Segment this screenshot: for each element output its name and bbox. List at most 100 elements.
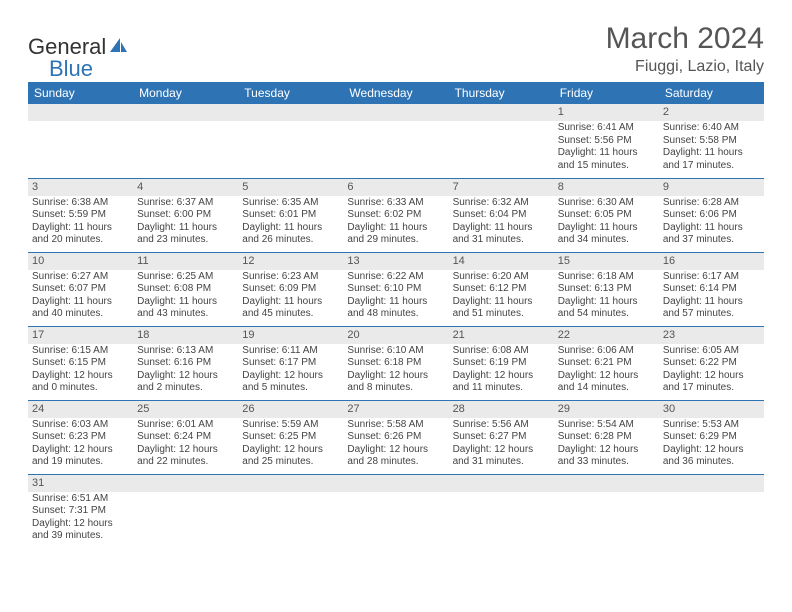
day-number: 13 bbox=[343, 253, 448, 270]
calendar-table: SundayMondayTuesdayWednesdayThursdayFrid… bbox=[28, 82, 764, 548]
daylight-line: Daylight: 11 hours and 57 minutes. bbox=[663, 296, 760, 321]
sunset-line: Sunset: 6:26 PM bbox=[347, 431, 444, 444]
daylight-line: Daylight: 11 hours and 43 minutes. bbox=[137, 296, 234, 321]
day-number-empty bbox=[449, 475, 554, 492]
sunrise-line: Sunrise: 6:06 AM bbox=[558, 345, 655, 358]
daylight-line: Daylight: 12 hours and 39 minutes. bbox=[32, 518, 129, 543]
sunrise-line: Sunrise: 5:53 AM bbox=[663, 419, 760, 432]
sunrise-line: Sunrise: 6:38 AM bbox=[32, 197, 129, 210]
daylight-line: Daylight: 11 hours and 40 minutes. bbox=[32, 296, 129, 321]
calendar-cell bbox=[659, 474, 764, 548]
calendar-cell bbox=[238, 104, 343, 178]
day-details: Sunrise: 5:56 AMSunset: 6:27 PMDaylight:… bbox=[449, 418, 554, 471]
sunset-line: Sunset: 6:28 PM bbox=[558, 431, 655, 444]
daylight-line: Daylight: 12 hours and 22 minutes. bbox=[137, 444, 234, 469]
calendar-cell bbox=[28, 104, 133, 178]
day-number: 21 bbox=[449, 327, 554, 344]
day-number-empty bbox=[449, 104, 554, 121]
day-number: 3 bbox=[28, 179, 133, 196]
sunrise-line: Sunrise: 6:41 AM bbox=[558, 122, 655, 135]
daylight-line: Daylight: 12 hours and 5 minutes. bbox=[242, 370, 339, 395]
daylight-line: Daylight: 12 hours and 14 minutes. bbox=[558, 370, 655, 395]
daylight-line: Daylight: 11 hours and 45 minutes. bbox=[242, 296, 339, 321]
calendar-cell: 11Sunrise: 6:25 AMSunset: 6:08 PMDayligh… bbox=[133, 252, 238, 326]
day-number: 12 bbox=[238, 253, 343, 270]
calendar-cell bbox=[133, 474, 238, 548]
day-details: Sunrise: 6:05 AMSunset: 6:22 PMDaylight:… bbox=[659, 344, 764, 397]
day-number-empty bbox=[133, 104, 238, 121]
calendar-cell: 26Sunrise: 5:59 AMSunset: 6:25 PMDayligh… bbox=[238, 400, 343, 474]
day-details: Sunrise: 6:27 AMSunset: 6:07 PMDaylight:… bbox=[28, 270, 133, 323]
calendar-cell: 24Sunrise: 6:03 AMSunset: 6:23 PMDayligh… bbox=[28, 400, 133, 474]
calendar-cell: 17Sunrise: 6:15 AMSunset: 6:15 PMDayligh… bbox=[28, 326, 133, 400]
sunset-line: Sunset: 6:29 PM bbox=[663, 431, 760, 444]
calendar-cell bbox=[449, 474, 554, 548]
day-details: Sunrise: 6:22 AMSunset: 6:10 PMDaylight:… bbox=[343, 270, 448, 323]
daylight-line: Daylight: 11 hours and 26 minutes. bbox=[242, 222, 339, 247]
daylight-line: Daylight: 12 hours and 17 minutes. bbox=[663, 370, 760, 395]
day-number-empty bbox=[343, 104, 448, 121]
day-number-empty bbox=[133, 475, 238, 492]
daylight-line: Daylight: 12 hours and 19 minutes. bbox=[32, 444, 129, 469]
daylight-line: Daylight: 12 hours and 25 minutes. bbox=[242, 444, 339, 469]
day-details: Sunrise: 6:25 AMSunset: 6:08 PMDaylight:… bbox=[133, 270, 238, 323]
weekday-header: Sunday bbox=[28, 82, 133, 104]
day-number: 27 bbox=[343, 401, 448, 418]
sunrise-line: Sunrise: 6:03 AM bbox=[32, 419, 129, 432]
day-details: Sunrise: 6:51 AMSunset: 7:31 PMDaylight:… bbox=[28, 492, 133, 545]
sunset-line: Sunset: 6:07 PM bbox=[32, 283, 129, 296]
sunset-line: Sunset: 6:01 PM bbox=[242, 209, 339, 222]
sunset-line: Sunset: 6:24 PM bbox=[137, 431, 234, 444]
daylight-line: Daylight: 11 hours and 15 minutes. bbox=[558, 147, 655, 172]
daylight-line: Daylight: 11 hours and 17 minutes. bbox=[663, 147, 760, 172]
calendar-cell: 22Sunrise: 6:06 AMSunset: 6:21 PMDayligh… bbox=[554, 326, 659, 400]
day-number-empty bbox=[343, 475, 448, 492]
daylight-line: Daylight: 11 hours and 51 minutes. bbox=[453, 296, 550, 321]
sunset-line: Sunset: 6:23 PM bbox=[32, 431, 129, 444]
sunset-line: Sunset: 6:05 PM bbox=[558, 209, 655, 222]
sunset-line: Sunset: 6:09 PM bbox=[242, 283, 339, 296]
location: Fiuggi, Lazio, Italy bbox=[606, 58, 764, 76]
calendar-cell bbox=[133, 104, 238, 178]
calendar-cell: 27Sunrise: 5:58 AMSunset: 6:26 PMDayligh… bbox=[343, 400, 448, 474]
calendar-cell: 1Sunrise: 6:41 AMSunset: 5:56 PMDaylight… bbox=[554, 104, 659, 178]
day-number: 31 bbox=[28, 475, 133, 492]
day-number: 5 bbox=[238, 179, 343, 196]
sunset-line: Sunset: 6:18 PM bbox=[347, 357, 444, 370]
sunset-line: Sunset: 6:25 PM bbox=[242, 431, 339, 444]
sunrise-line: Sunrise: 6:10 AM bbox=[347, 345, 444, 358]
sunset-line: Sunset: 6:10 PM bbox=[347, 283, 444, 296]
sunrise-line: Sunrise: 6:20 AM bbox=[453, 271, 550, 284]
sunset-line: Sunset: 6:14 PM bbox=[663, 283, 760, 296]
calendar-cell: 6Sunrise: 6:33 AMSunset: 6:02 PMDaylight… bbox=[343, 178, 448, 252]
sunrise-line: Sunrise: 6:08 AM bbox=[453, 345, 550, 358]
calendar-row: 3Sunrise: 6:38 AMSunset: 5:59 PMDaylight… bbox=[28, 178, 764, 252]
calendar-cell: 28Sunrise: 5:56 AMSunset: 6:27 PMDayligh… bbox=[449, 400, 554, 474]
day-details: Sunrise: 6:35 AMSunset: 6:01 PMDaylight:… bbox=[238, 196, 343, 249]
sunrise-line: Sunrise: 6:28 AM bbox=[663, 197, 760, 210]
day-number: 18 bbox=[133, 327, 238, 344]
sunrise-line: Sunrise: 6:27 AM bbox=[32, 271, 129, 284]
sunrise-line: Sunrise: 6:01 AM bbox=[137, 419, 234, 432]
calendar-cell: 25Sunrise: 6:01 AMSunset: 6:24 PMDayligh… bbox=[133, 400, 238, 474]
day-number: 7 bbox=[449, 179, 554, 196]
daylight-line: Daylight: 12 hours and 11 minutes. bbox=[453, 370, 550, 395]
sunrise-line: Sunrise: 6:23 AM bbox=[242, 271, 339, 284]
day-details: Sunrise: 6:33 AMSunset: 6:02 PMDaylight:… bbox=[343, 196, 448, 249]
daylight-line: Daylight: 11 hours and 37 minutes. bbox=[663, 222, 760, 247]
title-block: March 2024 Fiuggi, Lazio, Italy bbox=[606, 22, 764, 76]
month-title: March 2024 bbox=[606, 22, 764, 56]
day-details: Sunrise: 6:18 AMSunset: 6:13 PMDaylight:… bbox=[554, 270, 659, 323]
daylight-line: Daylight: 11 hours and 54 minutes. bbox=[558, 296, 655, 321]
calendar-cell: 14Sunrise: 6:20 AMSunset: 6:12 PMDayligh… bbox=[449, 252, 554, 326]
calendar-cell: 23Sunrise: 6:05 AMSunset: 6:22 PMDayligh… bbox=[659, 326, 764, 400]
calendar-cell: 21Sunrise: 6:08 AMSunset: 6:19 PMDayligh… bbox=[449, 326, 554, 400]
day-number: 1 bbox=[554, 104, 659, 121]
daylight-line: Daylight: 11 hours and 29 minutes. bbox=[347, 222, 444, 247]
day-number-empty bbox=[238, 475, 343, 492]
header: General March 2024 Fiuggi, Lazio, Italy bbox=[28, 22, 764, 76]
sunrise-line: Sunrise: 6:35 AM bbox=[242, 197, 339, 210]
calendar-cell: 12Sunrise: 6:23 AMSunset: 6:09 PMDayligh… bbox=[238, 252, 343, 326]
day-details: Sunrise: 5:53 AMSunset: 6:29 PMDaylight:… bbox=[659, 418, 764, 471]
sunset-line: Sunset: 6:02 PM bbox=[347, 209, 444, 222]
